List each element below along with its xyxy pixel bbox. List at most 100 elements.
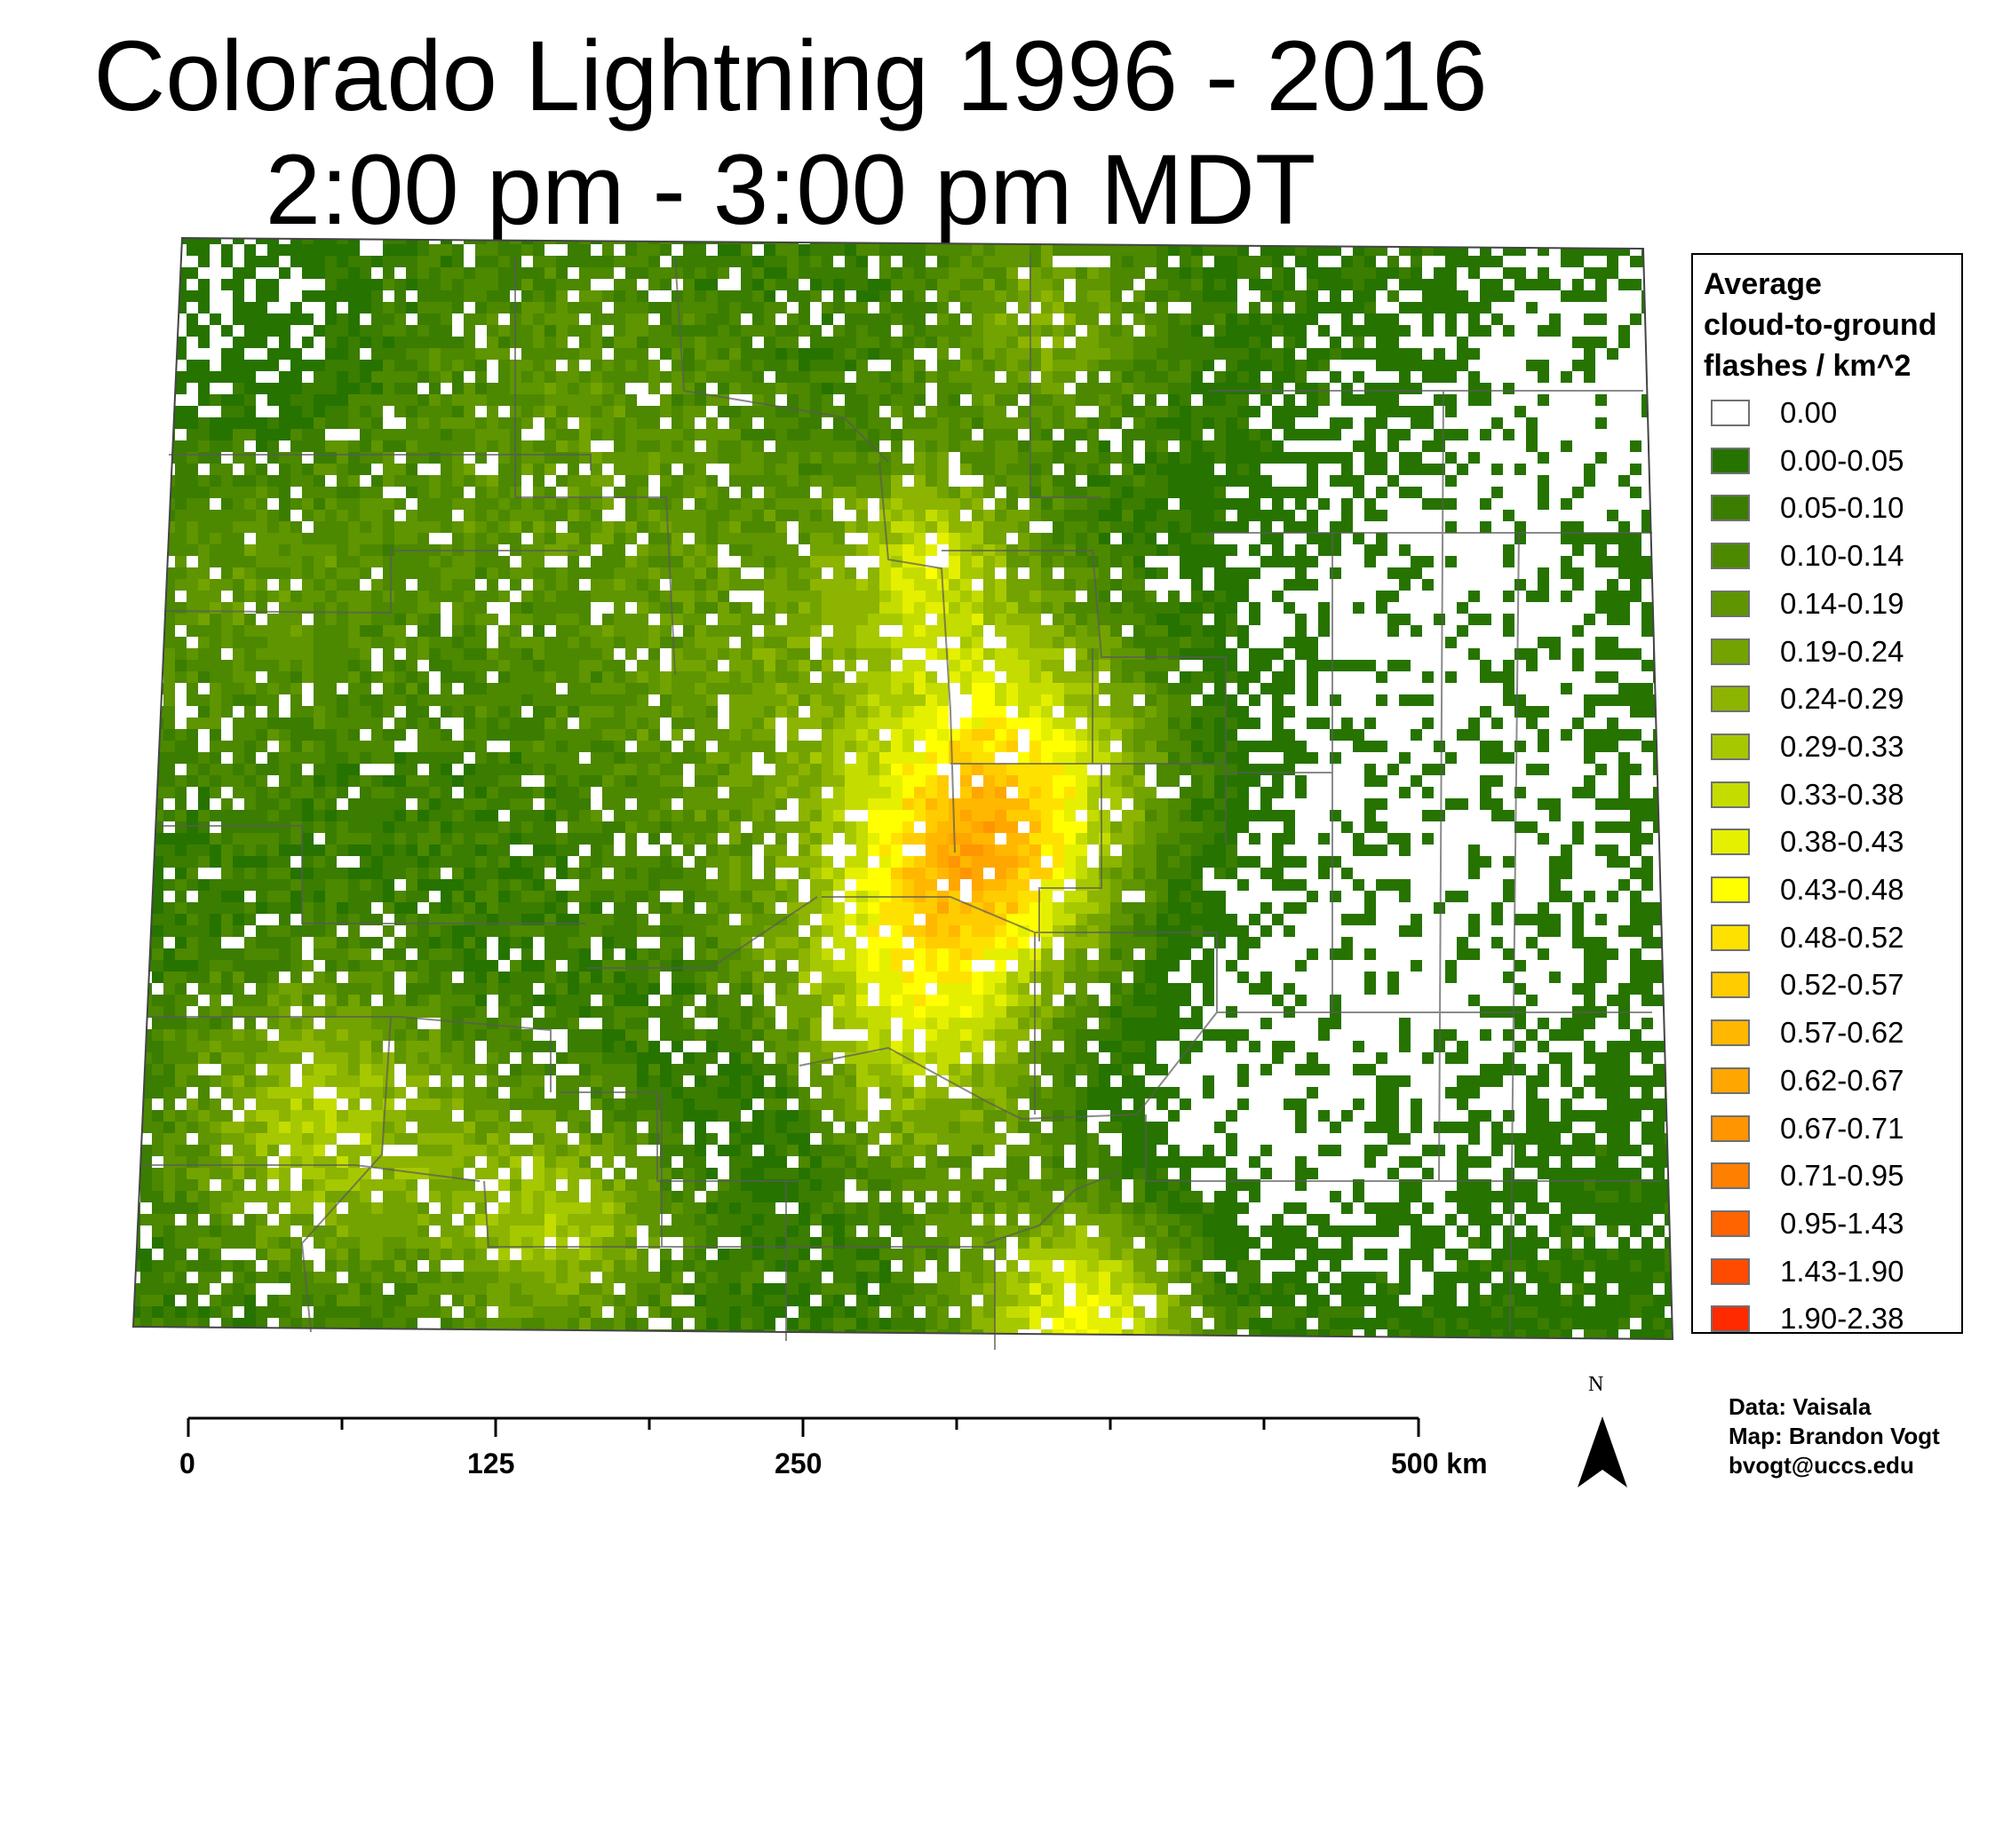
raster-cell — [822, 544, 833, 556]
raster-cell — [1422, 591, 1434, 602]
raster-cell — [1330, 383, 1341, 394]
raster-cell — [1572, 394, 1584, 406]
raster-cell — [1249, 614, 1260, 625]
raster-cell — [360, 487, 371, 498]
raster-cell — [1641, 348, 1653, 360]
raster-cell — [1399, 579, 1411, 591]
raster-cell — [325, 325, 337, 337]
raster-cell — [637, 290, 648, 302]
raster-cell — [1133, 487, 1145, 498]
raster-cell — [152, 556, 163, 567]
raster-cell — [533, 313, 544, 325]
raster-cell — [1457, 567, 1468, 579]
raster-cell — [1457, 487, 1468, 498]
raster-cell — [983, 567, 995, 579]
raster-cell — [1480, 440, 1491, 452]
raster-cell — [1168, 510, 1180, 521]
raster-cell — [1122, 360, 1133, 371]
raster-cell — [902, 452, 914, 464]
raster-cell — [1157, 290, 1168, 302]
raster-cell — [1665, 406, 1673, 417]
raster-cell — [1226, 521, 1237, 533]
raster-cell — [383, 244, 394, 256]
raster-cell — [1468, 567, 1480, 579]
raster-cell — [1330, 510, 1341, 521]
raster-cell — [1618, 544, 1630, 556]
raster-cell — [891, 602, 902, 614]
raster-cell — [337, 302, 348, 313]
raster-cell — [406, 648, 417, 660]
raster-cell — [1618, 440, 1630, 452]
raster-cell — [533, 602, 544, 614]
raster-cell — [1006, 440, 1018, 452]
raster-cell — [406, 244, 417, 256]
raster-cell — [660, 475, 672, 487]
raster-cell — [926, 371, 937, 383]
raster-cell — [568, 579, 579, 591]
raster-cell — [221, 238, 233, 244]
raster-cell — [187, 348, 198, 360]
raster-cell — [314, 579, 325, 591]
raster-cell — [1364, 337, 1376, 348]
raster-cell — [1468, 614, 1480, 625]
raster-cell — [1076, 302, 1087, 313]
raster-cell — [822, 498, 833, 510]
raster-cell — [799, 348, 810, 360]
raster-cell — [1411, 625, 1422, 637]
raster-cell — [591, 625, 602, 637]
raster-cell — [625, 256, 637, 267]
raster-cell — [949, 591, 960, 602]
raster-cell — [1376, 521, 1387, 533]
raster-cell — [417, 383, 429, 394]
raster-cell — [1665, 440, 1673, 452]
raster-cell — [1445, 475, 1457, 487]
raster-cell — [1376, 567, 1387, 579]
raster-cell — [1087, 429, 1099, 440]
raster-cell — [960, 498, 972, 510]
raster-cell — [960, 579, 972, 591]
raster-cell — [637, 591, 648, 602]
raster-cell — [775, 510, 787, 521]
raster-cell — [1457, 279, 1468, 290]
raster-cell — [187, 464, 198, 475]
raster-cell — [233, 406, 244, 417]
raster-cell — [1480, 417, 1491, 429]
raster-cell — [1630, 337, 1641, 348]
raster-cell — [775, 417, 787, 429]
raster-cell — [1168, 406, 1180, 417]
raster-cell — [972, 337, 983, 348]
raster-cell — [133, 417, 140, 429]
raster-cell — [1399, 521, 1411, 533]
raster-cell — [1122, 348, 1133, 360]
raster-cell — [718, 602, 729, 614]
raster-cell — [706, 383, 718, 394]
raster-cell — [1399, 429, 1411, 440]
raster-cell — [695, 244, 706, 256]
raster-cell — [1514, 614, 1526, 625]
raster-cell — [187, 498, 198, 510]
raster-cell — [1006, 614, 1018, 625]
raster-cell — [1630, 452, 1641, 464]
raster-cell — [325, 238, 337, 244]
raster-cell — [1145, 452, 1157, 464]
raster-cell — [1284, 614, 1295, 625]
raster-cell — [1249, 238, 1260, 244]
raster-cell — [648, 498, 660, 510]
raster-cell — [1434, 302, 1445, 313]
raster-cell — [1041, 383, 1053, 394]
raster-cell — [602, 637, 614, 648]
raster-cell — [152, 498, 163, 510]
raster-cell — [1584, 371, 1595, 383]
raster-cell — [1353, 464, 1364, 475]
raster-cell — [452, 533, 464, 544]
raster-cell — [856, 394, 868, 406]
raster-cell — [856, 313, 868, 325]
raster-cell — [683, 567, 695, 579]
raster-cell — [614, 360, 625, 371]
raster-cell — [221, 279, 233, 290]
raster-cell — [314, 556, 325, 567]
raster-cell — [718, 498, 729, 510]
raster-cell — [1203, 383, 1214, 394]
raster-cell — [1549, 475, 1561, 487]
raster-cell — [1676, 464, 1688, 475]
